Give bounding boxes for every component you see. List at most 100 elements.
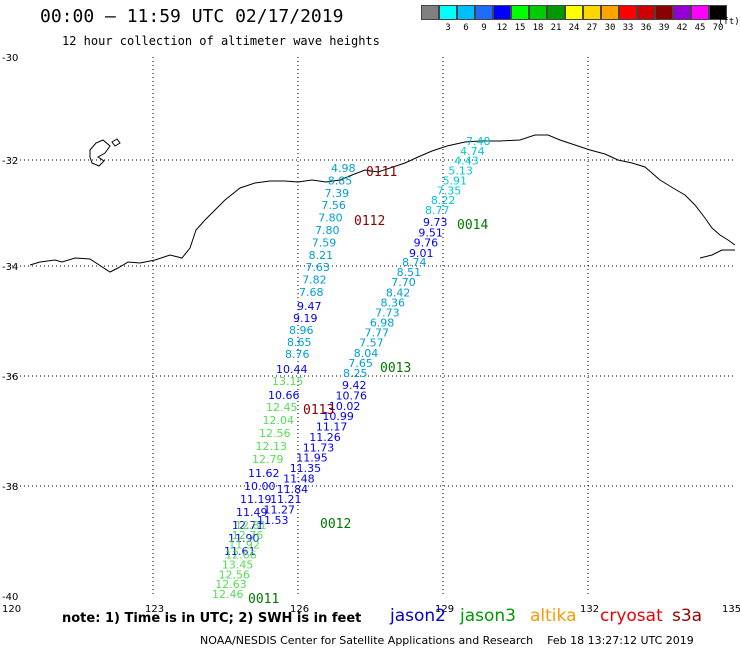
scale-swatch: [457, 5, 475, 20]
scale-label: 39: [658, 23, 670, 33]
scale-swatch: [673, 5, 691, 20]
wave-height-value: 12.56: [259, 427, 291, 440]
longitude-label: 135: [722, 604, 740, 615]
scale-label: 6: [463, 23, 469, 33]
wave-height-value: 9.76: [414, 237, 439, 250]
pass-time-label: 0012: [320, 517, 351, 532]
scale-swatch: [619, 5, 637, 20]
wave-height-value: 11.90: [228, 532, 260, 545]
scale-swatch: [529, 5, 547, 20]
wave-height-value: 4.43: [454, 155, 479, 168]
credit-line: NOAA/NESDIS Center for Satellite Applica…: [200, 634, 694, 647]
scale-swatch: [583, 5, 601, 20]
wave-height-value: 12.45: [266, 401, 298, 414]
pass-labels: 0111 0112 0014 0013 0113 0012 0011: [248, 165, 488, 607]
latitude-label: -32: [2, 156, 18, 167]
map-subtitle: 12 hour collection of altimeter wave hei…: [62, 34, 380, 48]
wave-height-value: 12.79: [252, 453, 284, 466]
scale-swatch: [439, 5, 457, 20]
satellite-name: jason2: [390, 606, 446, 626]
satellite-name: altika: [530, 606, 577, 626]
satellite-name: s3a: [672, 606, 703, 626]
longitude-label: 132: [580, 604, 599, 615]
scale-swatch: [511, 5, 529, 20]
wave-height-value: 11.27: [264, 504, 296, 517]
wave-height-value: 7.70: [391, 276, 416, 289]
scale-label: 45: [694, 23, 706, 33]
wave-height-value: 8.85: [328, 174, 353, 187]
wave-height-value: 8.42: [386, 286, 411, 299]
island-small: [111, 138, 121, 147]
scale-label: 3: [445, 23, 451, 33]
scale-swatch: [493, 5, 511, 20]
wave-height-value: 7.48: [466, 135, 491, 148]
latitude-label: -30: [2, 53, 18, 64]
wave-height-value: 8.65: [287, 336, 312, 349]
wave-height-value: 13.15: [272, 375, 304, 388]
scale-label: 27: [586, 23, 598, 33]
wave-height-value: 7.57: [359, 337, 384, 350]
wave-height-value: 10.02: [329, 400, 361, 413]
wave-height-value: 8.36: [381, 296, 406, 309]
wave-height-value: 7.35: [437, 184, 462, 197]
scale-swatch: [475, 5, 493, 20]
wave-height-value: 8.04: [354, 347, 379, 360]
pass-time-label: 0014: [457, 218, 488, 233]
latitude-label: -38: [2, 482, 18, 493]
wave-height-value: 8.51: [397, 266, 422, 279]
wave-height-value: 11.17: [316, 421, 348, 434]
wave-height-value: 10.44: [276, 363, 308, 376]
footnote: note: 1) Time is in UTC; 2) SWH is in fe…: [62, 611, 362, 626]
wave-height-value: 12.13: [256, 440, 288, 453]
wave-height-value: 10.76: [335, 389, 367, 402]
wave-height-value: 11.21: [270, 493, 302, 506]
wave-height-value: 12.76: [232, 529, 264, 542]
altimeter-tracks: 4.988.857.397.567.807.807.598.217.637.82…: [212, 135, 491, 601]
wave-height-value: 9.42: [342, 379, 367, 392]
latitude-label: -40: [2, 592, 18, 603]
wave-height-value: 7.80: [315, 224, 340, 237]
wave-height-value: 5.91: [443, 174, 468, 187]
wave-height-value: 9.01: [409, 247, 434, 260]
latitude-label: -34: [2, 262, 18, 273]
wave-height-value: 7.63: [305, 261, 330, 274]
wave-height-value: 11.73: [303, 441, 335, 454]
wave-height-value: 12.66: [225, 549, 257, 562]
wave-height-value: 4.74: [460, 145, 485, 158]
scale-label: 18: [532, 23, 544, 33]
scale-label: 15: [514, 23, 526, 33]
wave-height-value: 11.61: [224, 545, 256, 558]
wave-height-value: 7.39: [325, 187, 350, 200]
scale-label: 42: [676, 23, 688, 33]
wave-height-value: 9.19: [293, 312, 318, 325]
wave-height-value: 8.22: [431, 194, 456, 207]
longitude-label: 126: [290, 604, 309, 615]
wave-height-value: 12.46: [212, 588, 244, 601]
wave-height-value: 7.80: [318, 212, 343, 225]
longitude-label: 123: [145, 604, 164, 615]
wave-height-value: 7.73: [375, 306, 400, 319]
scale-label: 33: [622, 23, 634, 33]
scale-swatch: [709, 5, 727, 20]
wave-height-value: 8.74: [402, 256, 427, 269]
scale-label: 24: [568, 23, 580, 33]
wave-height-value: 7.65: [348, 357, 373, 370]
scale-label: 12: [496, 23, 508, 33]
wave-height-value: 11.48: [283, 472, 315, 485]
wave-height-value: 11.49: [236, 506, 268, 519]
wave-height-value: 11.84: [277, 483, 309, 496]
pass-time-label: 0113: [303, 403, 334, 418]
pass-time-label: 0111: [366, 165, 397, 180]
latitude-label: -36: [2, 372, 18, 383]
scale-swatch: [655, 5, 673, 20]
wave-height-value: 11.95: [296, 452, 328, 465]
scale-swatch: [691, 5, 709, 20]
wave-height-value: 11.92: [228, 539, 260, 552]
wave-height-value: 8.77: [425, 204, 450, 217]
coastline-mainland-southwest: [699, 249, 735, 259]
wave-height-value: 12.81: [235, 519, 267, 532]
scale-label: 9: [481, 23, 487, 33]
pass-time-label: 0013: [380, 361, 411, 376]
